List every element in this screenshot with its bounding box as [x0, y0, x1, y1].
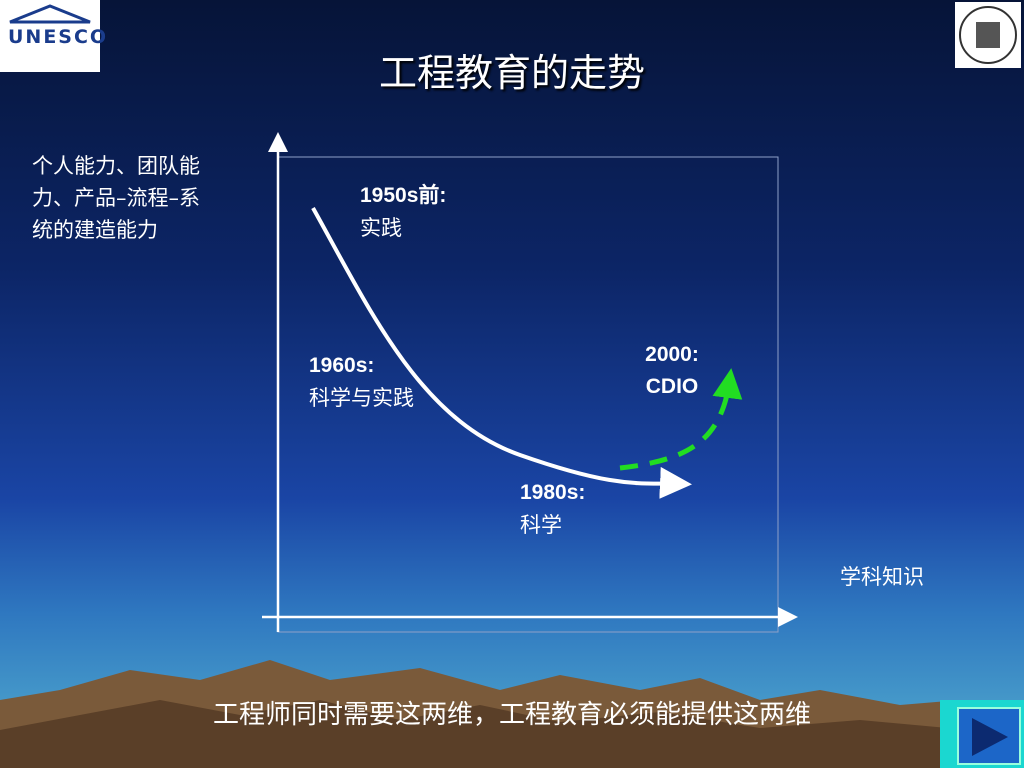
y-axis-label: 个人能力、团队能 力、产品–流程–系 统的建造能力	[32, 150, 200, 246]
stage-text: 科学	[520, 513, 562, 537]
logo-emblem	[976, 22, 1000, 48]
label-line: 统的建造能力	[32, 218, 158, 242]
stage: 1960s: 科学与实践	[309, 350, 414, 414]
logo-text: UNESCO	[8, 26, 109, 48]
stage-label: 1980s:	[520, 481, 586, 504]
stage: 2000: CDIO	[622, 339, 722, 403]
stage-label: 1960s:	[309, 354, 375, 377]
trend-curve	[311, 207, 692, 499]
stage-text: CDIO	[645, 375, 699, 398]
label-line: 力、产品–流程–系	[32, 186, 200, 210]
cdio-curve	[619, 368, 743, 471]
next-icon	[972, 718, 1008, 756]
logo-roof	[9, 4, 91, 24]
stage: 1980s: 科学	[520, 477, 585, 541]
slide-title: 工程教育的走势	[378, 51, 645, 95]
mountains-front	[0, 700, 1024, 768]
stage-label: 2000:	[645, 343, 699, 366]
stage: 1950s前: 实践	[360, 180, 446, 244]
footer-text: 工程师同时需要这两维，工程教育必须能提供这两维	[212, 700, 811, 730]
x-axis-label: 学科知识	[840, 565, 924, 589]
stage-text: 科学与实践	[309, 386, 414, 410]
stage-text: 实践	[360, 216, 402, 240]
unesco-logo	[0, 0, 100, 72]
stage-label: 1950s前:	[360, 184, 447, 207]
logo-ring	[959, 6, 1017, 64]
label-line: 个人能力、团队能	[32, 154, 200, 178]
